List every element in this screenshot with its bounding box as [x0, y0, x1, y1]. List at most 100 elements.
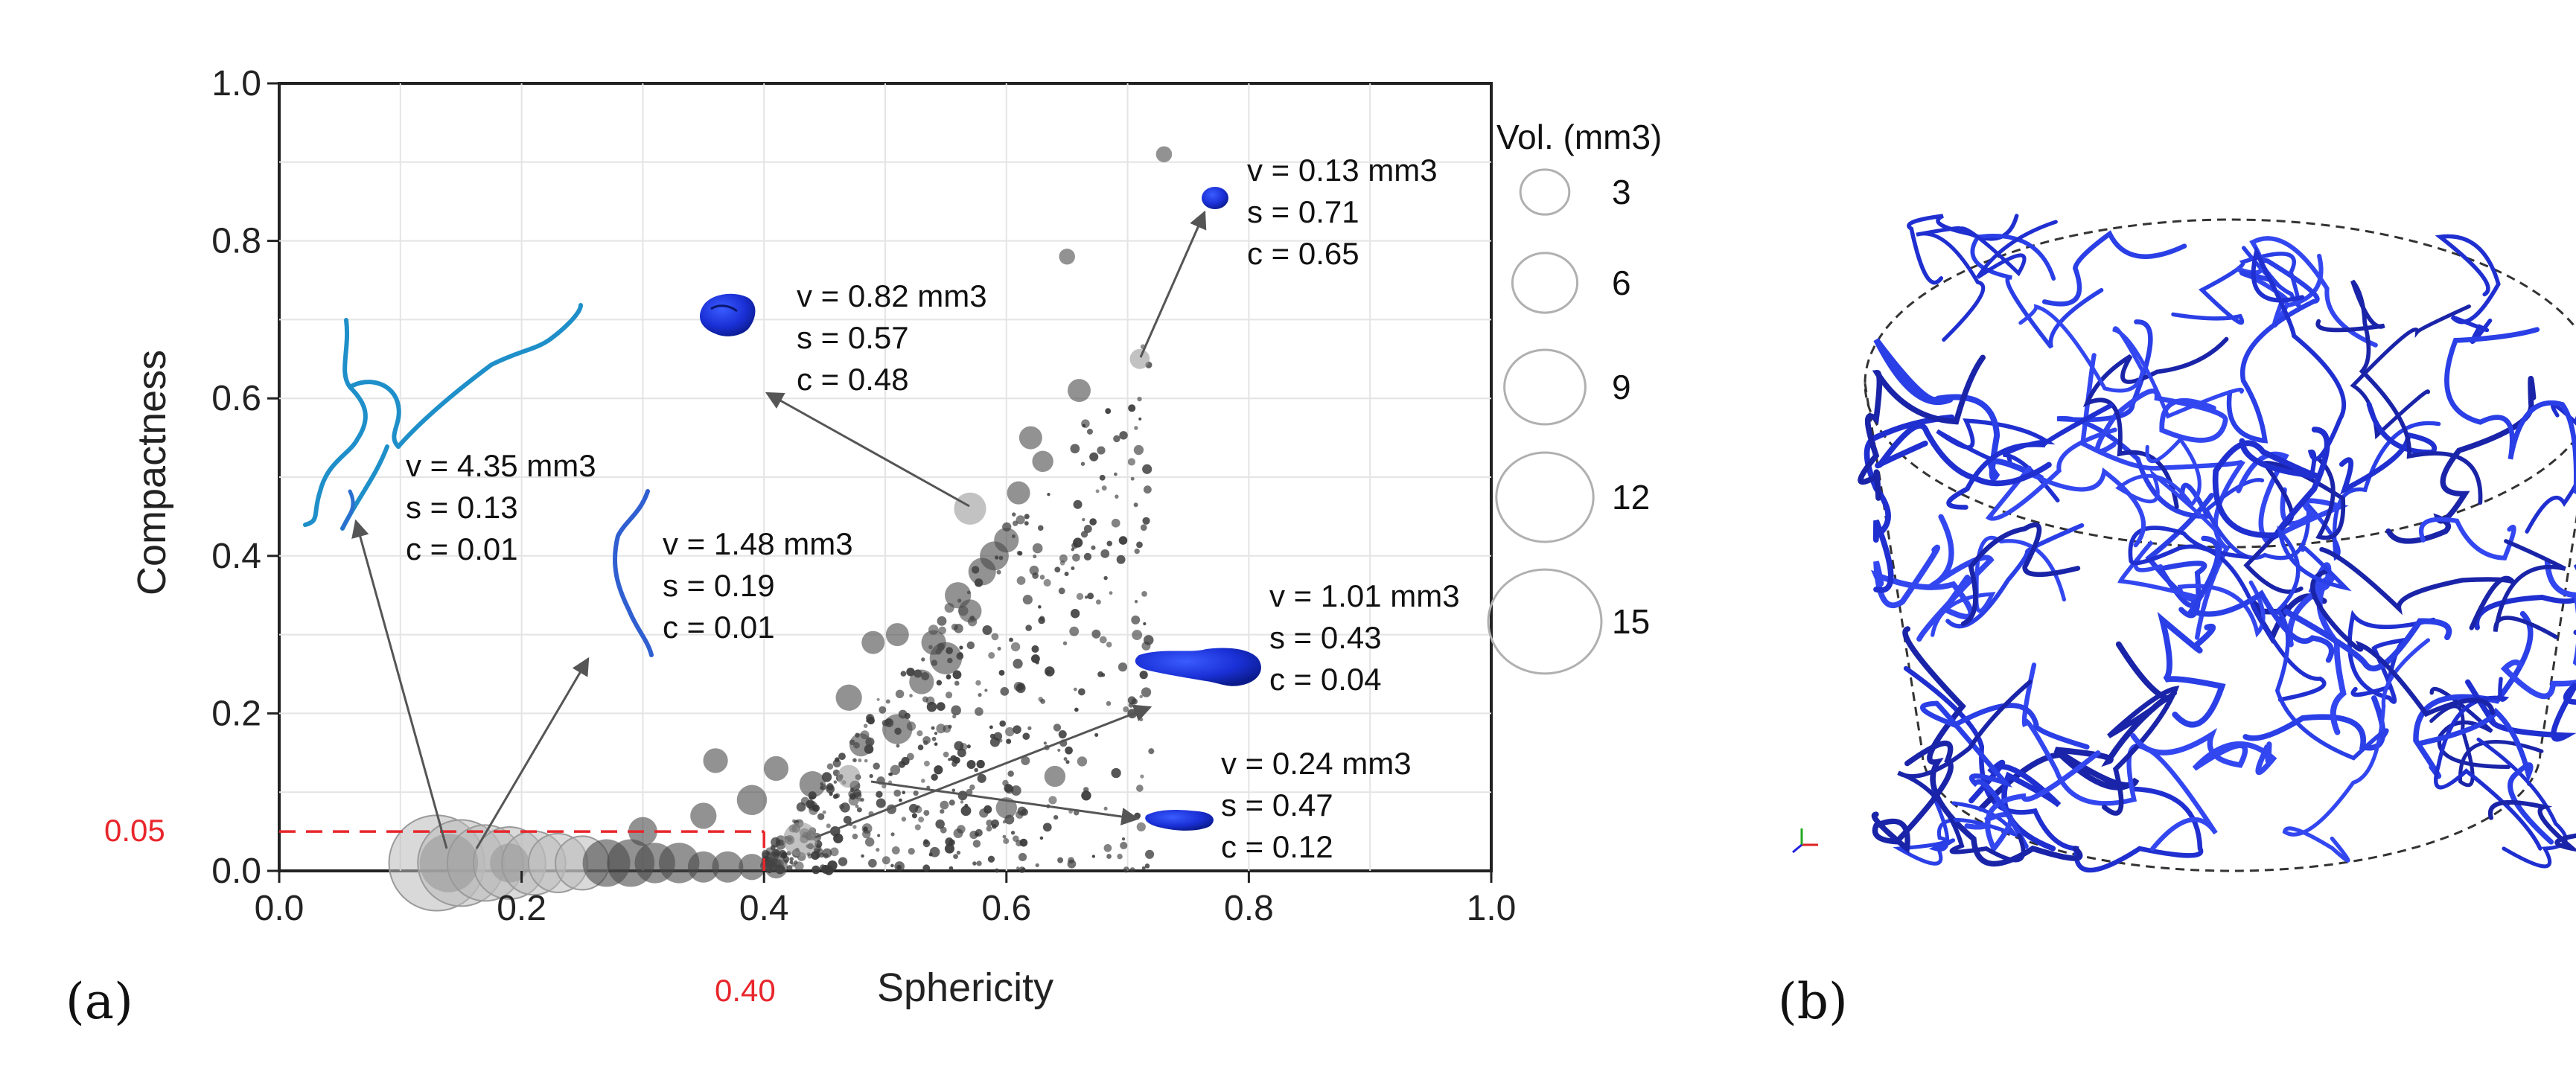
scatter-point	[1031, 645, 1039, 653]
scatter-point	[687, 851, 719, 883]
scatter-point	[911, 813, 917, 819]
scatter-point	[763, 756, 789, 782]
scatter-point	[829, 847, 839, 857]
scatter-point	[858, 798, 862, 802]
scatter-point	[858, 758, 862, 763]
scatter-point	[1010, 642, 1021, 652]
scatter-point	[995, 868, 999, 873]
fiber	[2339, 401, 2437, 495]
fiber	[1893, 789, 2019, 866]
scatter-point	[977, 773, 986, 783]
scatter-point	[975, 832, 979, 837]
fiber	[2500, 558, 2576, 700]
legend-circle	[1511, 252, 1579, 314]
scatter-point	[1132, 630, 1143, 640]
scatter-point	[1111, 767, 1121, 779]
scatter-point	[881, 856, 890, 865]
fiber	[2444, 327, 2576, 494]
scatter-point	[833, 780, 838, 784]
scatter-point	[1032, 450, 1053, 473]
scatter-point	[1013, 725, 1021, 734]
fiber	[2493, 539, 2566, 639]
scatter-point	[921, 657, 925, 662]
scatter-point	[865, 714, 875, 723]
annotation-labels: v = 4.35 mm3 s = 0.13 c = 0.01 v = 1.48 mm3…	[406, 153, 1460, 864]
legend-circle	[1519, 168, 1571, 216]
scatter-point	[1053, 814, 1059, 820]
annotation-line: c = 0.01	[663, 610, 775, 645]
scatter-point	[948, 758, 951, 761]
legend-label: 9	[1612, 368, 1631, 406]
scatter-point	[949, 866, 954, 871]
highlighted-point	[837, 764, 861, 788]
scatter-point	[1071, 566, 1075, 570]
scatter-point	[1136, 541, 1143, 549]
scatter-point	[876, 790, 883, 798]
scatter-point	[944, 843, 955, 854]
x-tick-label: 0.6	[981, 889, 1031, 928]
scatter-point	[1123, 706, 1129, 712]
scatter-point	[876, 798, 886, 808]
scatter-point	[1116, 555, 1126, 564]
y-tick-label: 1.0	[211, 64, 261, 103]
scatter-point	[1010, 785, 1021, 796]
fiber	[2525, 403, 2576, 534]
scatter-point	[1024, 521, 1029, 526]
legend-circle	[1503, 348, 1587, 426]
scatter-point	[1143, 485, 1152, 494]
scatter-point	[1017, 683, 1025, 691]
fiber	[1870, 544, 1974, 620]
scatter-points	[388, 146, 1173, 912]
scatter-point	[1139, 718, 1144, 722]
annotation-line: v = 4.35 mm3	[406, 448, 596, 483]
scatter-point	[1013, 659, 1023, 669]
scatter-point	[1082, 517, 1085, 522]
annotation-line: c = 0.04	[1269, 662, 1382, 697]
fiber	[2274, 525, 2389, 761]
scatter-point	[1002, 820, 1007, 824]
scatter-point	[873, 762, 880, 770]
fiber	[2212, 427, 2330, 539]
scatter-point	[1069, 626, 1080, 636]
scatter-point	[1143, 622, 1147, 626]
scatter-point	[918, 817, 925, 823]
scatter-point	[1006, 738, 1012, 744]
scatter-point	[1067, 379, 1091, 403]
panel-a-chart: 0.0 0.2 0.4 0.6 0.8 1.0 0.0 0.2 0.4 0.6 0.8 1.0 0.0…	[66, 64, 1662, 1030]
scatter-point	[1000, 687, 1010, 696]
x-tick-label: 0.0	[255, 889, 305, 928]
scatter-point	[1136, 822, 1146, 832]
scatter-point	[1134, 599, 1138, 604]
grid-lines	[279, 83, 1491, 871]
legend-label: 15	[1612, 602, 1650, 641]
scatter-point	[1106, 700, 1112, 706]
scatter-point	[882, 714, 913, 744]
scatter-point	[902, 790, 906, 795]
scatter-point	[1038, 605, 1042, 609]
scatter-point	[864, 837, 875, 847]
scatter-point	[817, 813, 825, 820]
fiber	[1897, 679, 2033, 863]
scatter-point	[852, 833, 858, 840]
scatter-point	[958, 599, 982, 623]
scatter-point	[832, 869, 835, 872]
scatter-point	[1097, 446, 1106, 455]
scatter-point	[940, 808, 945, 814]
scatter-point	[1040, 698, 1046, 704]
scatter-point	[1100, 549, 1110, 558]
scatter-point	[1054, 566, 1061, 573]
scatter-point	[1010, 831, 1016, 835]
axis-triad-icon	[1792, 828, 1818, 854]
scatter-point	[1095, 599, 1101, 605]
scatter-point	[1030, 654, 1040, 663]
scatter-point	[1005, 726, 1015, 737]
scatter-point	[924, 760, 930, 767]
scatter-point	[1113, 435, 1120, 443]
annotation-line: c = 0.12	[1221, 829, 1333, 864]
scatter-point	[922, 864, 931, 872]
fiber	[1960, 522, 2081, 627]
scatter-point	[943, 751, 949, 758]
scatter-point	[1083, 525, 1092, 533]
annotation-line: s = 0.47	[1221, 788, 1333, 823]
scatter-point	[868, 858, 877, 868]
